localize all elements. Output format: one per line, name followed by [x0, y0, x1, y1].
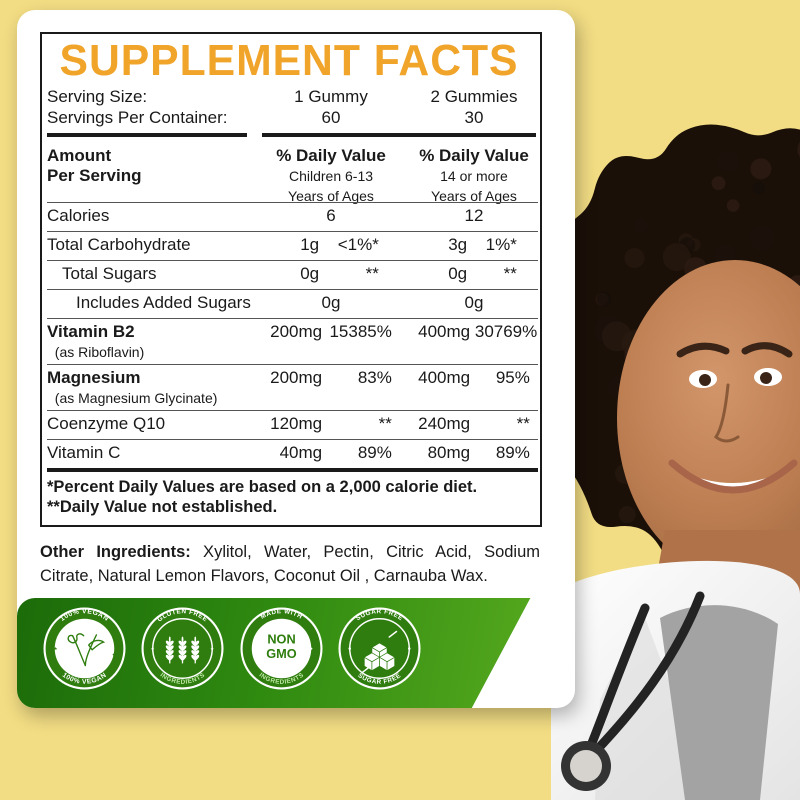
svg-text:GMO: GMO	[266, 646, 297, 661]
svg-text:NON: NON	[267, 631, 295, 646]
